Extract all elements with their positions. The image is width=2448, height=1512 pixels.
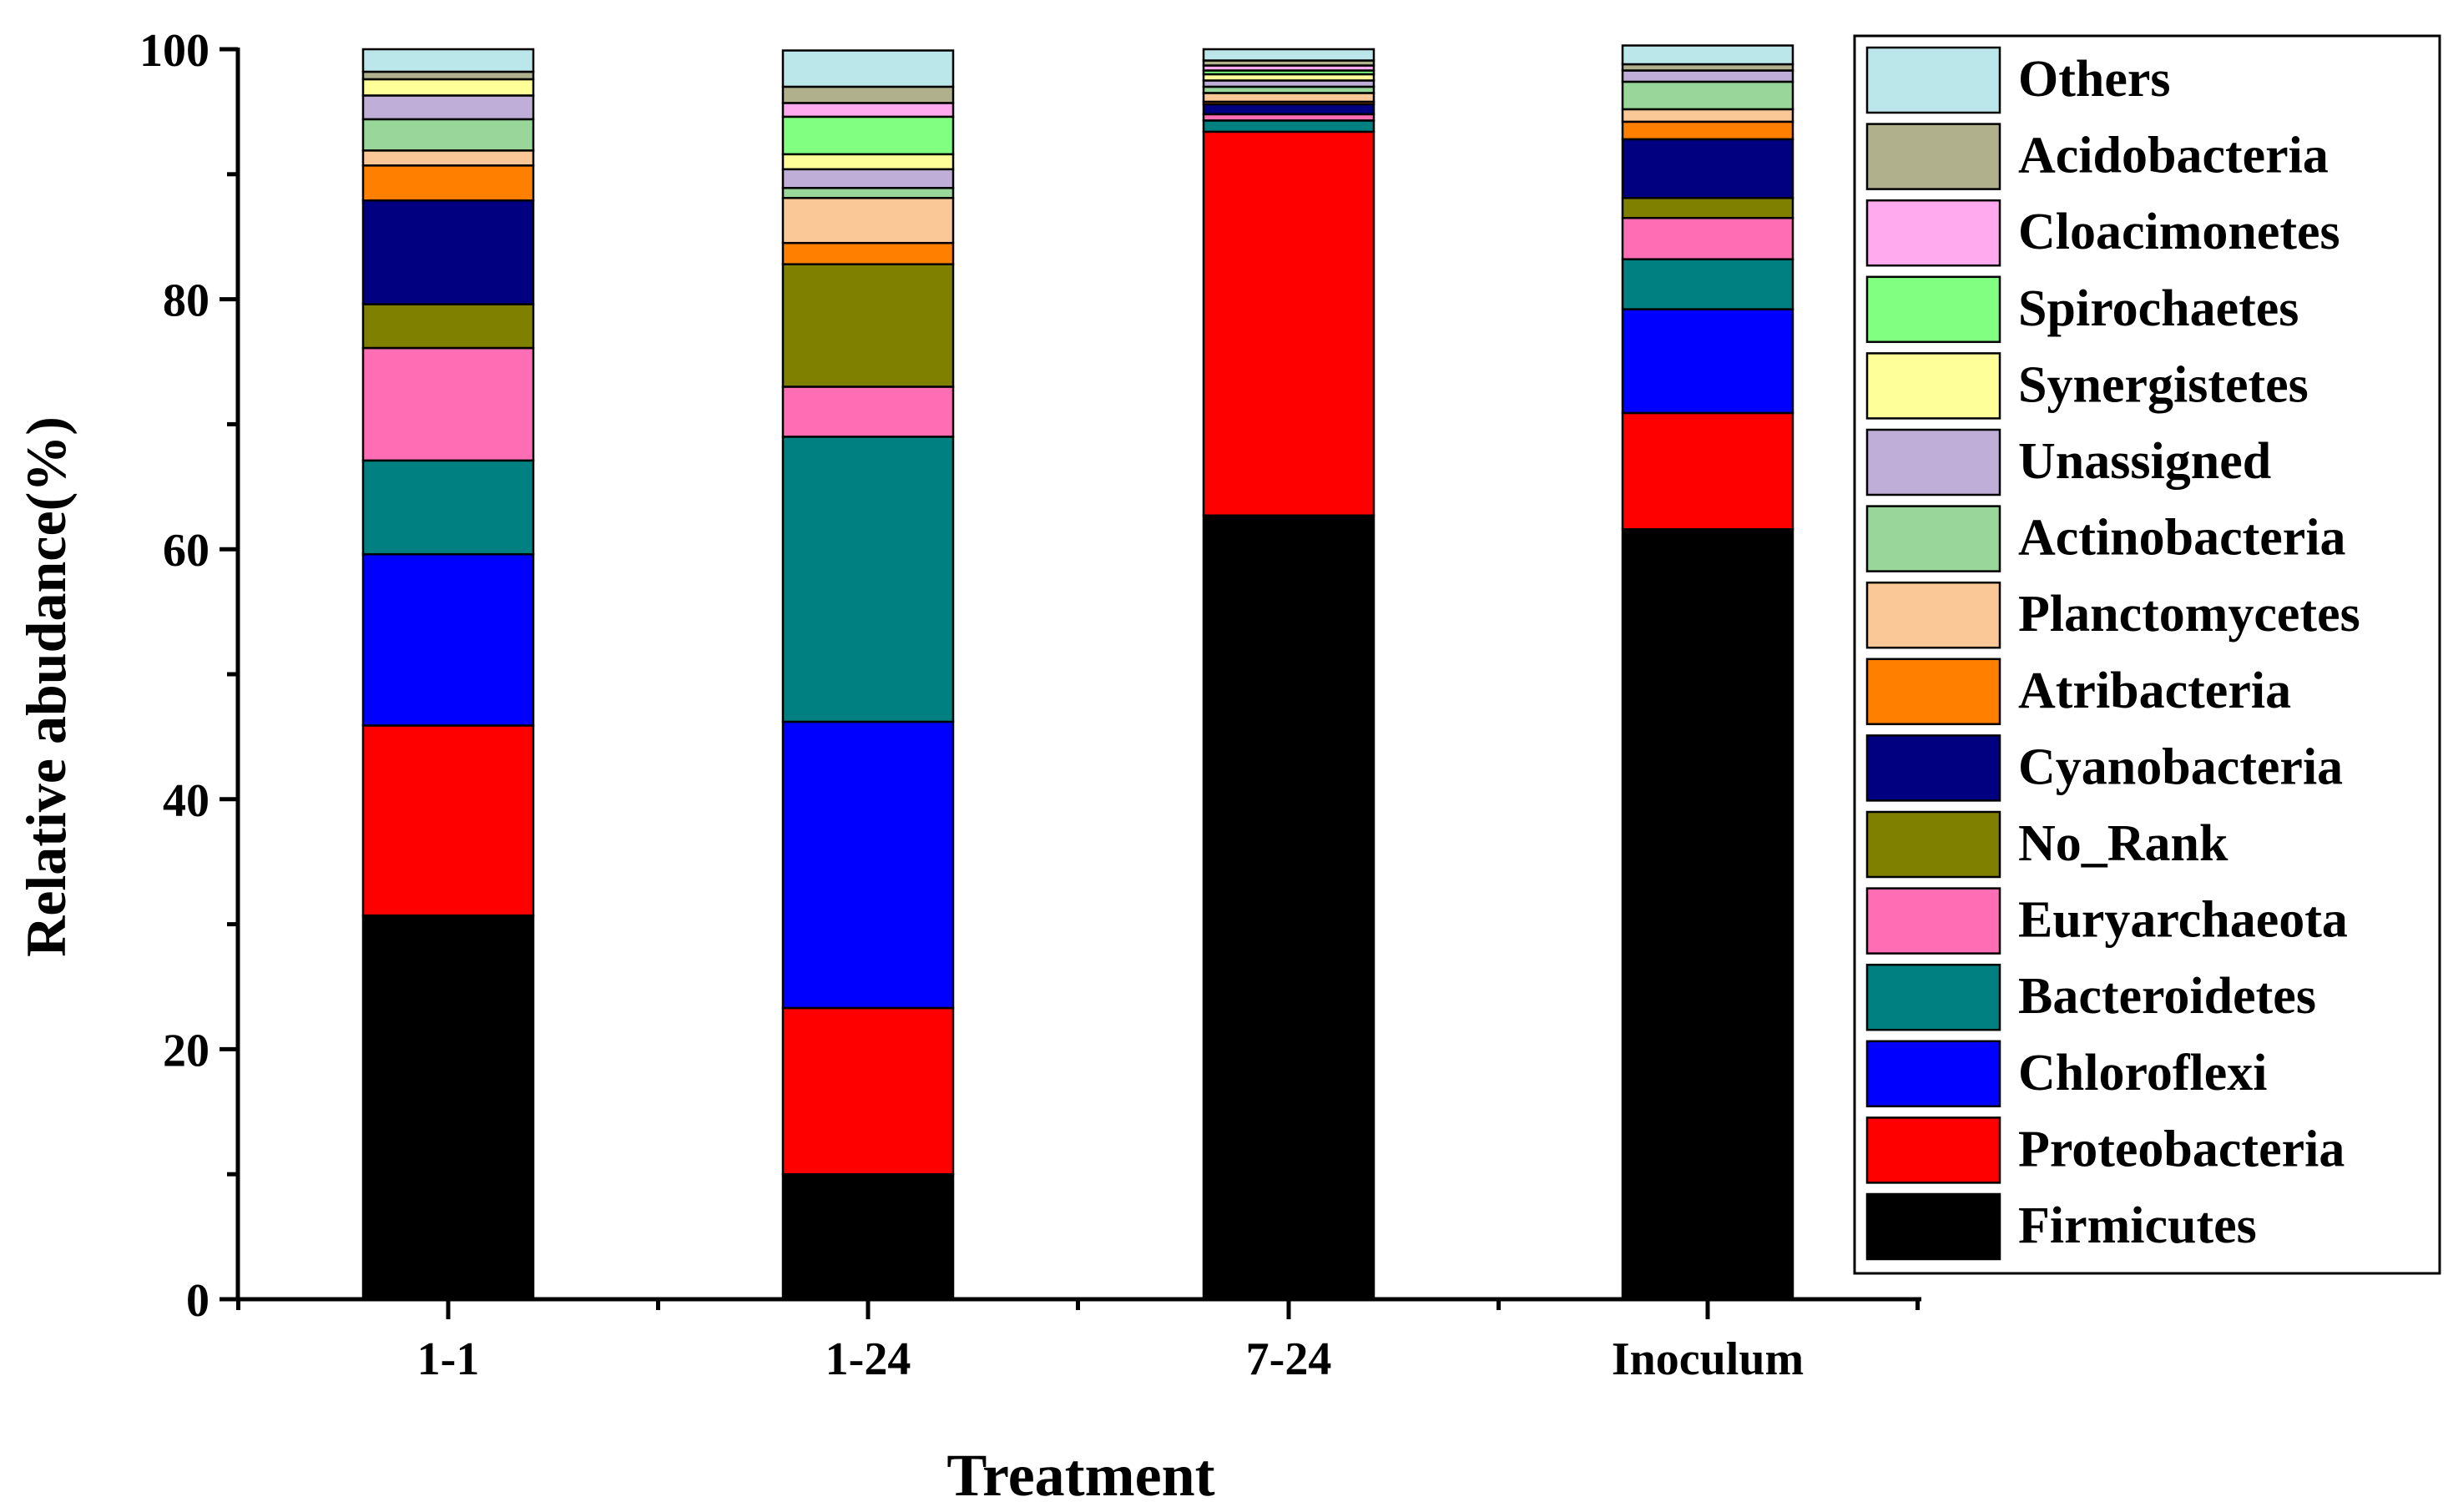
y-tick-label: 40	[163, 775, 209, 827]
legend-swatch-spirochaetes	[1865, 275, 2001, 344]
legend-swatch-no-rank	[1865, 810, 2001, 879]
y-tick-label: 100	[139, 25, 209, 77]
legend-swatch-euryarchaeota	[1865, 887, 2001, 955]
y-tick-label: 60	[163, 525, 209, 577]
axes-layer: 0 20 40 60 80 100 1-1 1-24 7-24 Inoculum	[139, 25, 1921, 1385]
legend-label-planctomycetes: Planctomycetes	[2018, 586, 2360, 643]
bar-segment-cyanobacteria-inoculum	[1621, 138, 1794, 199]
bar-segment-euryarchaeota-inoculum	[1621, 216, 1794, 260]
bar-segment-planctomycetes-1-24	[781, 197, 955, 244]
bar-segment-bacteroidetes-inoculum	[1621, 258, 1794, 310]
bar-segment-actinobacteria-1-24	[781, 187, 955, 199]
legend-label-synergistetes: Synergistetes	[2018, 356, 2309, 413]
bar-segment-unassigned-inoculum	[1621, 69, 1794, 83]
bar-segment-bacteroidetes-7-24	[1202, 119, 1375, 134]
legend-label-cloacimonetes: Cloacimonetes	[2018, 204, 2340, 260]
bar-segment-proteobacteria-1-1	[361, 724, 535, 917]
bar-segment-acidobacteria-1-24	[781, 85, 955, 104]
x-tick-label-7-24: 7-24	[1246, 1333, 1332, 1385]
x-tick-label-inoculum: Inoculum	[1612, 1333, 1804, 1385]
bar-segment-actinobacteria-inoculum	[1621, 80, 1794, 111]
bar-segment-no-rank-inoculum	[1621, 197, 1794, 219]
x-axis-title: Treatment	[946, 1442, 1214, 1509]
legend-swatch-bacteroidetes	[1865, 963, 2001, 1031]
legend-label-proteobacteria: Proteobacteria	[2018, 1121, 2345, 1177]
y-tick-label: 80	[163, 275, 209, 327]
bar-segment-atribacteria-1-1	[361, 164, 535, 202]
legend-label-spirochaetes: Spirochaetes	[2018, 280, 2299, 337]
y-tick-label: 0	[186, 1275, 209, 1327]
bar-segment-planctomycetes-inoculum	[1621, 108, 1794, 123]
bar-segment-chloroflexi-1-1	[361, 552, 535, 727]
bar-segment-planctomycetes-7-24	[1202, 92, 1375, 103]
bar-segment-proteobacteria-inoculum	[1621, 411, 1794, 531]
legend-swatch-others	[1865, 46, 2001, 114]
bar-segment-euryarchaeota-1-1	[361, 346, 535, 462]
legend-swatch-atribacteria	[1865, 658, 2001, 726]
legend-label-firmicutes: Firmicutes	[2018, 1197, 2257, 1254]
bar-segment-bacteroidetes-1-24	[781, 436, 955, 723]
legend-swatch-chloroflexi	[1865, 1040, 2001, 1108]
x-tick-label-1-24: 1-24	[825, 1333, 911, 1385]
bar-segment-actinobacteria-1-1	[361, 118, 535, 152]
y-axis-title: Relative abudance(%)	[14, 416, 78, 957]
bar-segment-proteobacteria-1-24	[781, 1006, 955, 1176]
bar-segment-cyanobacteria-7-24	[1202, 103, 1375, 116]
bar-segment-others-7-24	[1202, 48, 1375, 62]
bar-segment-firmicutes-1-24	[781, 1172, 955, 1301]
legend-swatch-unassigned	[1865, 428, 2001, 496]
bar-segment-unassigned-1-1	[361, 94, 535, 121]
bar-segment-acidobacteria-1-1	[361, 70, 535, 81]
bar-segment-firmicutes-inoculum	[1621, 527, 1794, 1301]
bar-segment-others-inoculum	[1621, 44, 1794, 66]
bar-segment-cyanobacteria-1-1	[361, 199, 535, 305]
bar-segment-firmicutes-1-1	[361, 914, 535, 1301]
bar-segment-no-rank-1-1	[361, 303, 535, 350]
legend-swatch-cloacimonetes	[1865, 199, 2001, 267]
bar-segment-no-rank-1-24	[781, 263, 955, 388]
legend-swatch-firmicutes	[1865, 1192, 2001, 1261]
bar-segment-spirochaetes-1-24	[781, 115, 955, 156]
bar-segment-atribacteria-1-24	[781, 241, 955, 265]
legend-label-unassigned: Unassigned	[2018, 433, 2271, 490]
bar-segment-unassigned-1-24	[781, 168, 955, 189]
bar-segment-firmicutes-7-24	[1202, 514, 1375, 1301]
bar-segment-cloacimonetes-1-24	[781, 102, 955, 118]
legend-label-atribacteria: Atribacteria	[2018, 663, 2291, 719]
bar-segment-others-1-24	[781, 49, 955, 88]
legend-label-no-rank: No_Rank	[2018, 815, 2228, 872]
legend-label-bacteroidetes: Bacteroidetes	[2018, 968, 2316, 1025]
bar-segment-euryarchaeota-1-24	[781, 386, 955, 438]
legend-swatch-actinobacteria	[1865, 505, 2001, 572]
legend-swatch-synergistetes	[1865, 352, 2001, 420]
bar-segment-synergistetes-1-1	[361, 78, 535, 97]
bar-segment-chloroflexi-inoculum	[1621, 308, 1794, 415]
legend: Others Acidobacteria Cloacimonetes Spirocha…	[1853, 34, 2441, 1275]
legend-label-others: Others	[2018, 51, 2171, 108]
x-tick-label-1-1: 1-1	[417, 1333, 480, 1385]
bar-segment-synergistetes-1-24	[781, 153, 955, 171]
legend-swatch-planctomycetes	[1865, 581, 2001, 649]
bar-segment-others-1-1	[361, 48, 535, 73]
bars-layer	[361, 44, 1794, 1301]
y-tick-label: 20	[163, 1025, 209, 1076]
legend-swatch-proteobacteria	[1865, 1116, 2001, 1184]
bar-segment-proteobacteria-7-24	[1202, 130, 1375, 517]
legend-label-cyanobacteria: Cyanobacteria	[2018, 738, 2343, 795]
bar-segment-bacteroidetes-1-1	[361, 459, 535, 556]
bar-segment-chloroflexi-1-24	[781, 720, 955, 1010]
legend-label-euryarchaeota: Euryarchaeota	[2018, 892, 2348, 949]
legend-swatch-cyanobacteria	[1865, 734, 2001, 802]
legend-label-acidobacteria: Acidobacteria	[2018, 128, 2329, 184]
legend-label-chloroflexi: Chloroflexi	[2018, 1045, 2268, 1101]
legend-label-actinobacteria: Actinobacteria	[2018, 510, 2346, 567]
legend-swatch-acidobacteria	[1865, 123, 2001, 190]
bar-segment-planctomycetes-1-1	[361, 149, 535, 167]
bar-segment-atribacteria-inoculum	[1621, 120, 1794, 141]
